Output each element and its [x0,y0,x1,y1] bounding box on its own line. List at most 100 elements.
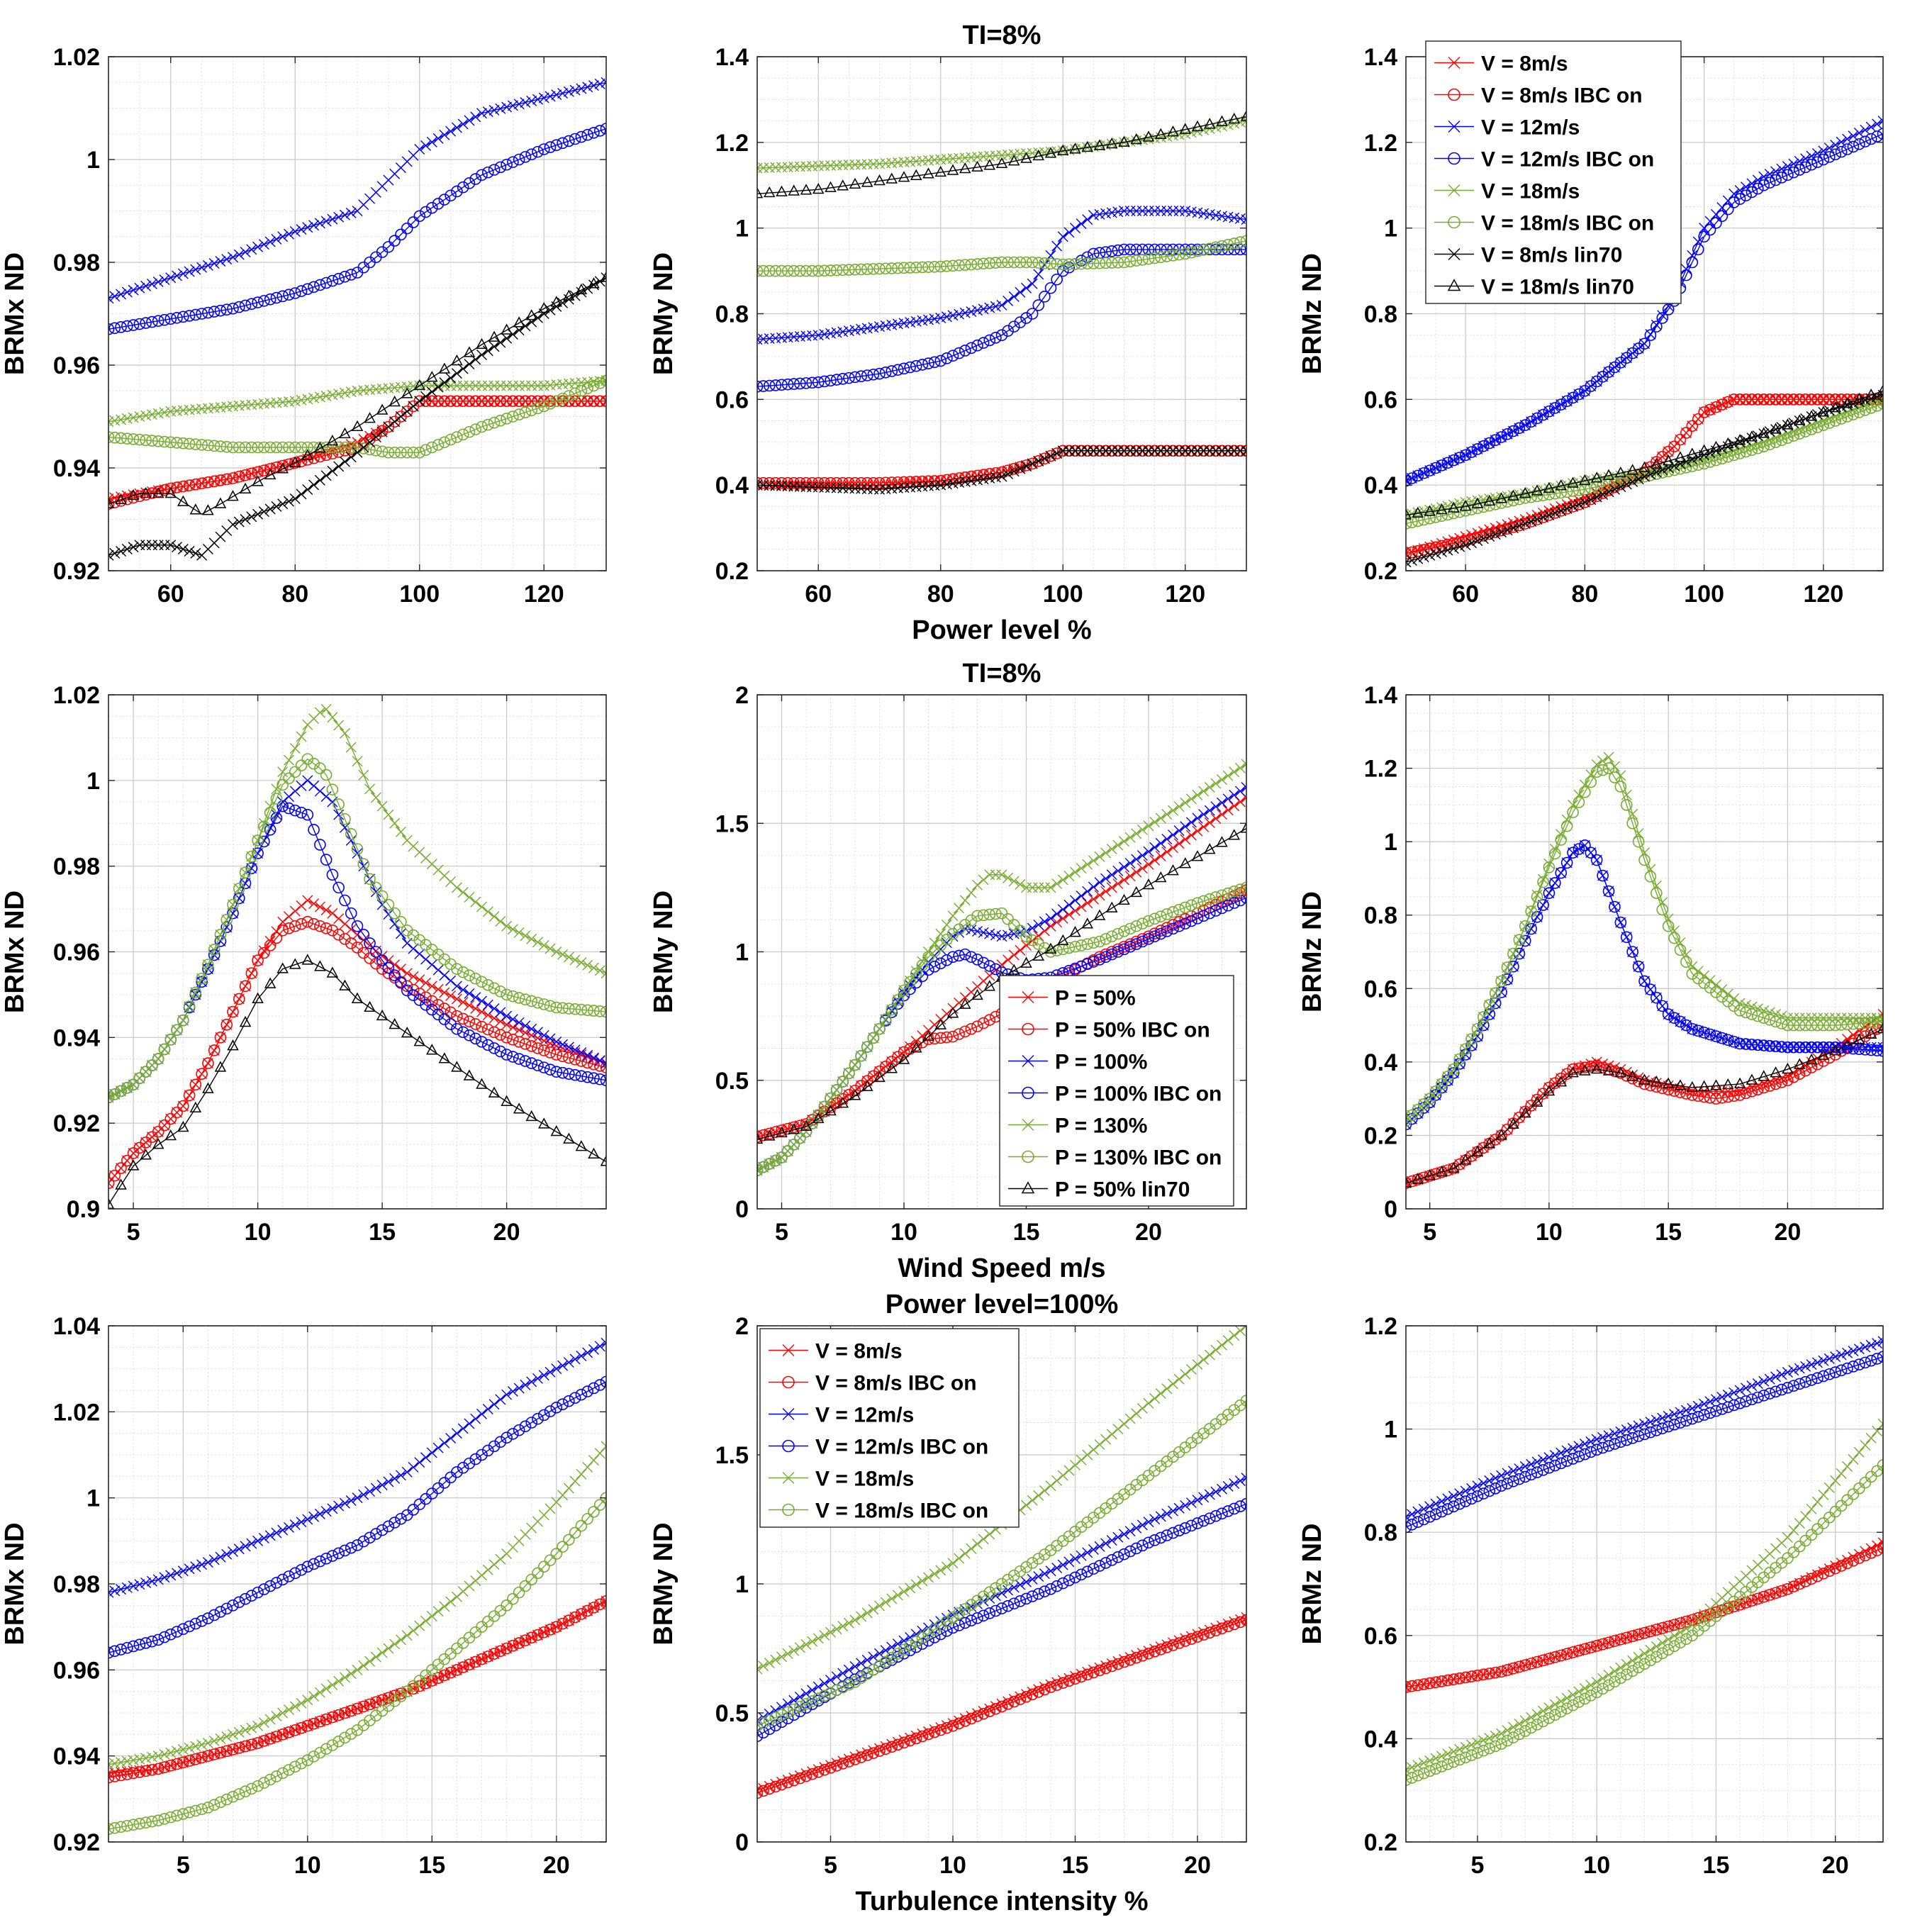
data-point [333,913,345,925]
data-point [258,1777,270,1789]
data-point [569,954,581,966]
data-point [364,443,376,456]
data-point [438,395,451,408]
data-point [351,992,364,1003]
series-line-5 [108,1497,606,1830]
data-point [825,1762,837,1774]
data-point [464,359,475,370]
data-point [1483,494,1496,506]
data-point [537,998,550,1010]
data-point [1100,1662,1112,1675]
data-point [1579,839,1591,851]
data-point [494,161,507,174]
data-point [258,947,270,959]
data-point [357,1535,370,1548]
data-point [984,302,995,313]
data-point [364,1698,376,1711]
data-point [227,490,239,501]
data-point [395,1634,406,1646]
data-point [289,1519,301,1531]
data-point [1081,938,1094,950]
series-markers-4 [108,375,606,428]
data-point [544,1366,556,1378]
data-point [1686,1089,1699,1101]
legend-label: V = 18m/s lin70 [1481,276,1634,299]
data-point [476,1408,487,1419]
data-point [1662,1008,1675,1020]
data-point [1687,454,1698,465]
data-point [525,1057,538,1069]
data-point [837,1758,849,1770]
data-point [457,984,469,995]
data-point [414,974,425,985]
data-point [757,1785,763,1796]
data-point [781,1776,794,1789]
data-point [781,1145,794,1157]
data-point [557,392,569,405]
data-point [519,1580,532,1592]
data-point [928,356,941,369]
data-point [1597,488,1609,500]
x-tick-label: 80 [1571,581,1598,608]
data-point [1033,1684,1044,1695]
data-point [507,156,519,168]
data-point [1076,218,1087,230]
data-point [1698,444,1710,455]
data-point [1406,472,1418,484]
data-point [776,185,788,196]
data-point [264,977,277,988]
data-point [1185,793,1197,805]
data-point [601,375,606,386]
data-point [1027,458,1038,469]
data-point [1782,1019,1794,1032]
data-point [1752,393,1764,406]
data-point [296,900,307,912]
data-point [519,993,532,1006]
data-point [984,928,995,939]
data-point [1602,885,1615,898]
data-point [1234,243,1246,256]
data-point [277,1524,289,1536]
data-point [1448,535,1459,545]
series-markers-3 [108,123,606,335]
data-point [133,433,146,446]
data-point [867,1747,880,1759]
data-point [370,886,381,898]
legend-label: P = 50% IBC on [1055,1019,1210,1042]
data-point [164,1628,177,1641]
data-point [1234,236,1246,248]
data-point [165,540,177,551]
data-point [172,1746,183,1757]
data-point [1417,513,1430,526]
data-point [978,1595,989,1607]
data-point [1841,397,1853,408]
data-point [569,290,581,301]
x-tick-label: 100 [1684,581,1724,608]
data-point [1179,123,1192,134]
axes-box [1405,694,1884,1210]
data-point [320,449,333,462]
data-point [1039,1568,1050,1580]
data-point [1241,759,1246,770]
data-point [277,924,289,937]
data-point [867,368,880,381]
data-point [283,791,294,802]
data-point [1471,497,1484,508]
data-point [776,1124,788,1137]
legend-marker [1447,279,1461,291]
data-point [1112,865,1124,876]
data-point [588,1058,600,1071]
legend-marker [1022,1150,1034,1163]
data-point [327,213,338,225]
data-point [867,1032,880,1044]
data-point [812,1681,824,1692]
data-point [1203,118,1216,129]
data-point [395,928,406,939]
data-point [202,306,214,319]
data-point [283,922,295,934]
data-point [818,264,831,277]
data-point [886,1641,898,1653]
axes-box [108,56,607,571]
data-point [476,1078,488,1089]
data-point [289,1701,301,1712]
